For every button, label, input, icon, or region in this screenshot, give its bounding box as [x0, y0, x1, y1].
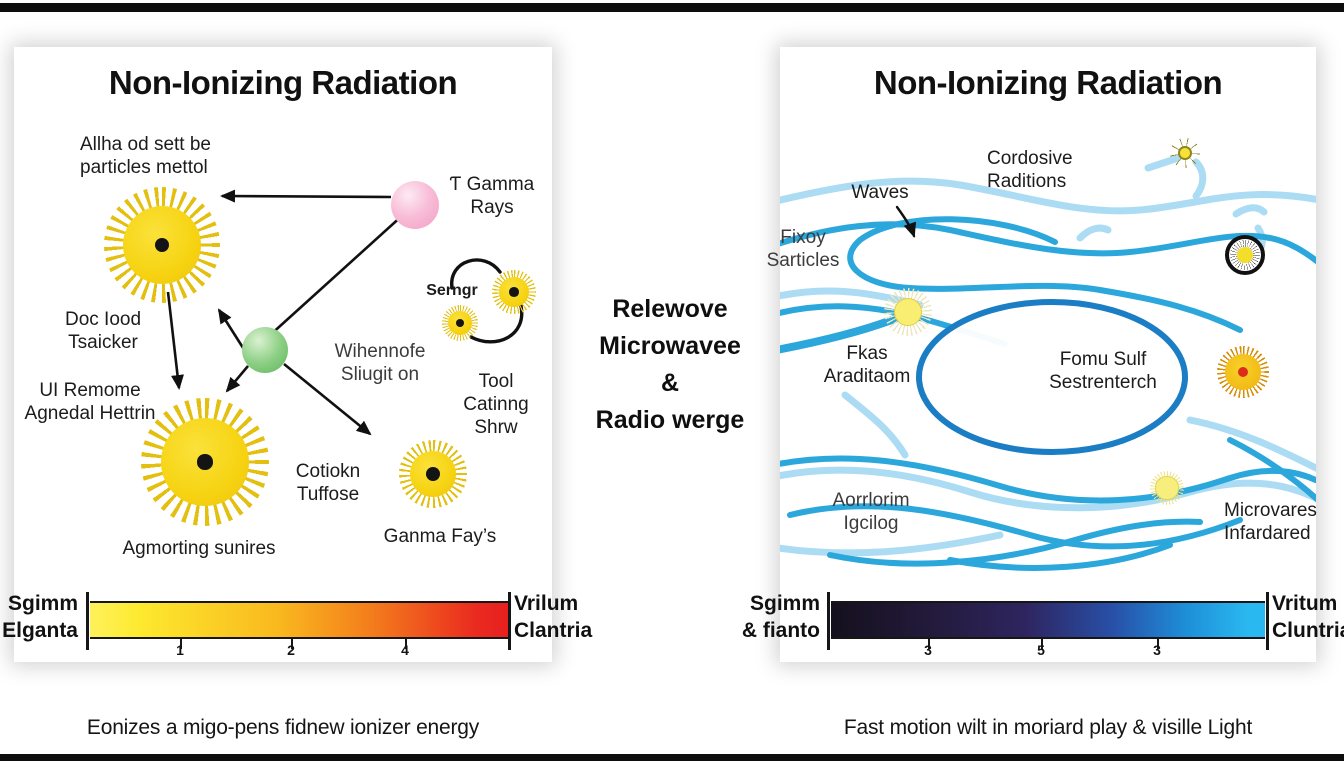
small-sun-outline-icon — [1170, 138, 1200, 168]
waves-label: Waves — [851, 182, 909, 203]
cotiokn-label: Cotiokn Tuffose — [295, 461, 361, 506]
cordosive-label: Cordosive Raditions — [987, 148, 1073, 193]
left-bar-tick-2 — [291, 639, 293, 649]
orbit-arc-top — [450, 258, 502, 290]
ui-remome-label: UI Remome Agnedal Hettrin — [24, 380, 156, 425]
right-bar-tick-label-1: 3 — [924, 642, 932, 658]
gamma-rays-label: Ƭ Gamma Rays — [449, 174, 535, 219]
bottom-border-rule — [0, 754, 1344, 761]
ganma-fays-label: Ganma Fay’s — [383, 526, 497, 547]
sun-icon-gamma — [399, 440, 467, 508]
tool-catinng-label: Tool Catinng Shrw — [463, 371, 529, 439]
right-bar-end-tick — [1266, 592, 1269, 650]
left-bar-tick-label-3: 4 — [401, 642, 409, 658]
right-scale-right-label: Vritum Cluntria — [1272, 592, 1344, 643]
left-panel-title: Non-Ionizing Radiation — [108, 64, 458, 101]
gamma-photon-sphere-icon — [391, 181, 439, 229]
gamma-to-green-line — [257, 213, 405, 347]
wihennofe-label: Wihennofe Sliugit on — [334, 341, 426, 386]
circled-sun-icon — [1225, 235, 1265, 275]
left-bar-start-tick — [86, 592, 89, 650]
orange-sun-red-dot-icon — [1217, 346, 1269, 398]
energy-ellipse — [916, 299, 1188, 455]
right-waves-group — [780, 154, 1316, 571]
green-particle-sphere-icon — [242, 327, 288, 373]
arrow-green-downleft — [225, 365, 249, 393]
right-bar-tick-3 — [1157, 639, 1159, 649]
top-border-rule — [0, 3, 1344, 12]
fixoy-label: Fixoy Sarticles — [766, 227, 840, 272]
sun-icon-orbit-small — [442, 305, 478, 341]
left-bar-tick-label-1: 1 — [176, 642, 184, 658]
right-bar-start-tick — [827, 592, 830, 650]
right-panel-caption: Fast motion wilt in moriard play & visil… — [843, 716, 1253, 739]
right-scale-left-label: Sgimm & fianto — [741, 592, 820, 643]
alpha-particles-label: Allha od sett be particles mettol — [80, 134, 211, 179]
fkas-label: Fkas Araditaom — [823, 343, 911, 388]
fomu-label: Fomu Sulf Sestrenterch — [1049, 349, 1157, 394]
left-bar-tick-3 — [405, 639, 407, 649]
left-bar-end-tick — [508, 592, 511, 650]
pale-sun-icon — [1150, 471, 1184, 505]
doc-iood-label: Doc Iood Tsaicker — [64, 309, 142, 354]
left-bar-tick-1 — [180, 639, 182, 649]
aorrlorim-label: Aorrlorim Igcilog — [832, 490, 910, 535]
right-panel-title: Non-Ionizing Radiation — [873, 64, 1223, 101]
sun-icon-large-bottom — [141, 398, 269, 526]
arrow-sun-down — [166, 291, 184, 390]
sun-icon-orbit-big — [492, 270, 536, 314]
circled-sun-core-icon — [1230, 240, 1260, 270]
sun-icon-large-top — [104, 187, 220, 303]
left-scale-right-label: Vrilum Clantria — [514, 592, 593, 643]
waves-pointer-arrow — [895, 205, 917, 238]
glow-sun-icon — [884, 288, 932, 336]
right-bar-tick-1 — [928, 639, 930, 649]
arrow-gamma-to-alpha — [220, 189, 392, 203]
left-bar-tick-label-2: 2 — [287, 642, 295, 658]
serngr-label: Serngr — [426, 282, 478, 299]
center-spectrum-text: Relewove Microwavee & Radio werge — [595, 295, 745, 434]
left-scale-left-label: Sgimm Elganta — [2, 592, 78, 643]
right-bar-tick-2 — [1041, 639, 1043, 649]
microvares-label: Microvares Infardared — [1224, 500, 1317, 545]
left-spectrum-bar — [90, 601, 510, 639]
agmorting-label: Agmorting sunires — [122, 538, 276, 559]
right-spectrum-bar — [831, 601, 1265, 639]
right-bar-tick-label-3: 3 — [1153, 642, 1161, 658]
left-panel-caption: Eonizes a migo-pens fidnew ionizer energ… — [86, 716, 480, 739]
right-bar-tick-label-2: 5 — [1037, 642, 1045, 658]
orbit-arc-bottom — [469, 304, 524, 344]
arrow-green-downright — [283, 362, 372, 436]
